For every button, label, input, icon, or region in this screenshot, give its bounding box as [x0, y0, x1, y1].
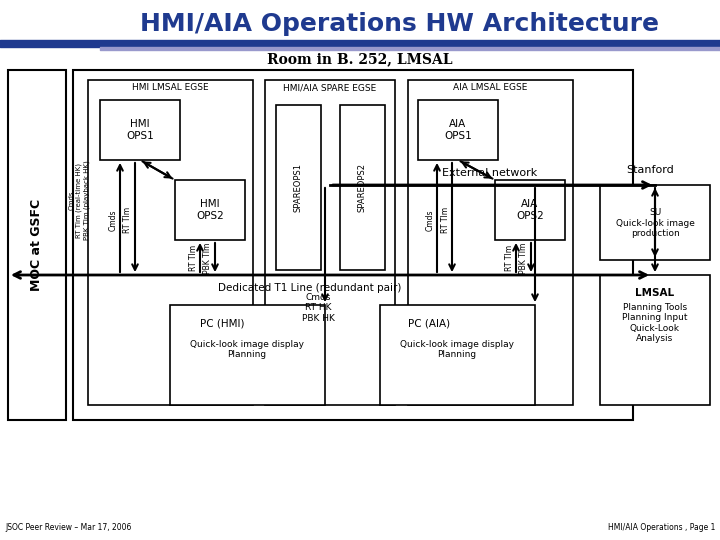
Text: HMI/AIA Operations , Page 1: HMI/AIA Operations , Page 1: [608, 523, 715, 532]
Text: Cmds
RT Tlm (real-time HK)
PBK Tlm (playback HK): Cmds RT Tlm (real-time HK) PBK Tlm (play…: [68, 160, 89, 240]
Text: PBK Tlm: PBK Tlm: [520, 242, 528, 274]
Bar: [340, 105, 385, 270]
Bar: [175, 180, 245, 240]
Bar: [380, 305, 535, 405]
Text: Quick-look image display
Planning: Quick-look image display Planning: [400, 340, 514, 360]
Text: Cmds
RT HK
PBK HK: Cmds RT HK PBK HK: [302, 293, 334, 323]
Bar: [418, 100, 498, 160]
Text: Dedicated T1 Line (redundant pair): Dedicated T1 Line (redundant pair): [218, 283, 402, 293]
Text: External network: External network: [442, 168, 538, 178]
Text: Cmds: Cmds: [426, 209, 434, 231]
Bar: [265, 80, 395, 405]
Text: HMI
OPS2: HMI OPS2: [196, 199, 224, 221]
Bar: [73, 70, 633, 420]
Text: PC (AIA): PC (AIA): [408, 318, 450, 328]
Bar: [495, 180, 565, 240]
Bar: [276, 105, 321, 270]
Text: AIA
OPS1: AIA OPS1: [444, 119, 472, 141]
Text: RT Tlm: RT Tlm: [441, 207, 449, 233]
Text: AIA
OPS2: AIA OPS2: [516, 199, 544, 221]
Text: SPAREOPS1: SPAREOPS1: [294, 164, 302, 213]
Text: HMI/AIA SPARE EGSE: HMI/AIA SPARE EGSE: [284, 84, 377, 92]
Text: HMI/AIA Operations HW Architecture: HMI/AIA Operations HW Architecture: [140, 12, 660, 36]
Text: PC (HMI): PC (HMI): [200, 318, 245, 328]
Text: RT Tlm: RT Tlm: [124, 207, 132, 233]
Text: Cmds: Cmds: [109, 209, 117, 231]
Bar: [600, 275, 710, 405]
Bar: [600, 185, 710, 260]
Text: Planning Tools
Planning Input
Quick-Look
Analysis: Planning Tools Planning Input Quick-Look…: [622, 303, 688, 343]
Text: Quick-look image display
Planning: Quick-look image display Planning: [190, 340, 304, 360]
Text: SU
Quick-look image
production: SU Quick-look image production: [616, 208, 694, 238]
Bar: [100, 100, 180, 160]
Bar: [88, 80, 253, 405]
Text: RT Tlm: RT Tlm: [189, 245, 197, 271]
Text: HMI
OPS1: HMI OPS1: [126, 119, 154, 141]
Text: AIA LMSAL EGSE: AIA LMSAL EGSE: [453, 84, 527, 92]
Text: HMI LMSAL EGSE: HMI LMSAL EGSE: [132, 84, 208, 92]
Text: Stanford: Stanford: [626, 165, 674, 175]
Bar: [170, 305, 325, 405]
Bar: [408, 80, 573, 405]
Text: RT Tlm: RT Tlm: [505, 245, 513, 271]
Bar: [8, 70, 66, 420]
Text: PBK Tlm: PBK Tlm: [204, 242, 212, 274]
Text: MOC at GSFC: MOC at GSFC: [30, 199, 43, 291]
Text: LMSAL: LMSAL: [636, 288, 675, 298]
Text: JSOC Peer Review – Mar 17, 2006: JSOC Peer Review – Mar 17, 2006: [5, 523, 131, 532]
Text: SPAREOPS2: SPAREOPS2: [358, 164, 366, 213]
Text: Room in B. 252, LMSAL: Room in B. 252, LMSAL: [267, 52, 453, 66]
